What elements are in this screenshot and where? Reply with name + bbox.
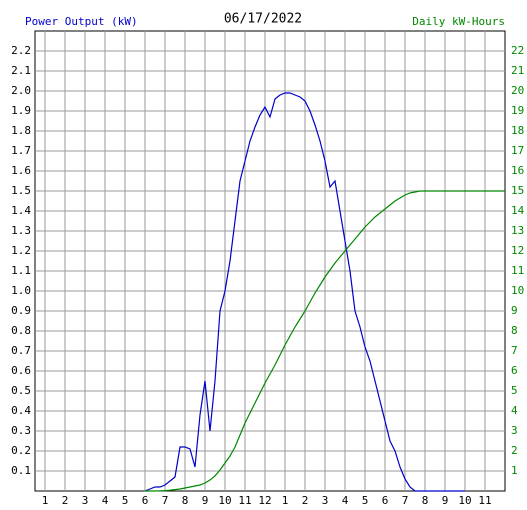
y-tick-label: 1.3 bbox=[11, 224, 31, 237]
x-tick-label: 6 bbox=[382, 494, 389, 507]
data-line bbox=[145, 190, 505, 492]
y-tick-label: 2.1 bbox=[11, 64, 31, 77]
x-tick-label: 10 bbox=[218, 494, 231, 507]
x-tick-label: 12 bbox=[258, 494, 271, 507]
y-tick-label: 0.6 bbox=[11, 364, 31, 377]
y2-tick-label: 2 bbox=[511, 444, 518, 457]
y2-tick-label: 21 bbox=[511, 64, 524, 77]
y2-tick-label: 20 bbox=[511, 84, 524, 97]
x-tick-label: 3 bbox=[322, 494, 329, 507]
y2-tick-label: 18 bbox=[511, 124, 524, 137]
y2-tick-label: 17 bbox=[511, 144, 524, 157]
chart-title: 06/17/2022 bbox=[224, 12, 302, 27]
y-tick-label: 0.7 bbox=[11, 344, 31, 357]
y-tick-label: 0.2 bbox=[11, 444, 31, 457]
y-tick-label: 1.0 bbox=[11, 284, 31, 297]
y-tick-label: 1.5 bbox=[11, 184, 31, 197]
y2-tick-label: 9 bbox=[511, 304, 518, 317]
x-tick-label: 8 bbox=[182, 494, 189, 507]
y-tick-label: 1.7 bbox=[11, 144, 31, 157]
y-tick-label: 1.9 bbox=[11, 104, 31, 117]
y2-tick-label: 14 bbox=[511, 204, 525, 217]
y2-tick-label: 15 bbox=[511, 184, 524, 197]
y-tick-label: 2.2 bbox=[11, 44, 31, 57]
y2-tick-label: 1 bbox=[511, 464, 518, 477]
x-tick-label: 4 bbox=[342, 494, 349, 507]
x-tick-label: 5 bbox=[122, 494, 129, 507]
y-tick-label: 1.2 bbox=[11, 244, 31, 257]
x-tick-label: 4 bbox=[102, 494, 109, 507]
y2-tick-label: 3 bbox=[511, 424, 518, 437]
x-tick-label: 10 bbox=[458, 494, 471, 507]
y-tick-label: 2.0 bbox=[11, 84, 31, 97]
y2-tick-label: 22 bbox=[511, 44, 524, 57]
x-tick-label: 2 bbox=[62, 494, 69, 507]
x-tick-label: 5 bbox=[362, 494, 369, 507]
y-tick-label: 0.8 bbox=[11, 324, 31, 337]
x-tick-label: 1 bbox=[282, 494, 289, 507]
y2-tick-label: 7 bbox=[511, 344, 518, 357]
y2-tick-label: 8 bbox=[511, 324, 518, 337]
x-tick-label: 6 bbox=[142, 494, 149, 507]
plot-frame bbox=[34, 30, 506, 492]
y2-tick-label: 10 bbox=[511, 284, 524, 297]
y-axis-label: Power Output (kW) bbox=[25, 15, 138, 28]
y-tick-label: 1.4 bbox=[11, 204, 31, 217]
y-tick-label: 1.1 bbox=[11, 264, 31, 277]
y2-tick-label: 6 bbox=[511, 364, 518, 377]
y-tick-label: 0.4 bbox=[11, 404, 31, 417]
y-tick-label: 0.3 bbox=[11, 424, 31, 437]
x-tick-label: 11 bbox=[238, 494, 251, 507]
x-tick-label: 1 bbox=[42, 494, 49, 507]
y2-tick-label: 5 bbox=[511, 384, 518, 397]
x-tick-label: 2 bbox=[302, 494, 309, 507]
x-tick-label: 8 bbox=[422, 494, 429, 507]
y2-axis-label: Daily kW-Hours bbox=[412, 15, 505, 28]
y2-tick-label: 12 bbox=[511, 244, 524, 257]
x-tick-label: 11 bbox=[478, 494, 491, 507]
y2-tick-label: 16 bbox=[511, 164, 524, 177]
y-tick-label: 1.8 bbox=[11, 124, 31, 137]
y2-tick-label: 13 bbox=[511, 224, 524, 237]
y2-tick-label: 4 bbox=[511, 404, 518, 417]
x-tick-label: 9 bbox=[202, 494, 209, 507]
x-tick-label: 7 bbox=[162, 494, 169, 507]
data-line bbox=[144, 92, 465, 492]
y-tick-label: 0.1 bbox=[11, 464, 31, 477]
y2-tick-label: 19 bbox=[511, 104, 524, 117]
x-tick-label: 9 bbox=[442, 494, 449, 507]
y-tick-label: 1.6 bbox=[11, 164, 31, 177]
y2-tick-label: 11 bbox=[511, 264, 524, 277]
y-tick-label: 0.9 bbox=[11, 304, 31, 317]
x-tick-label: 7 bbox=[402, 494, 409, 507]
x-tick-label: 3 bbox=[82, 494, 89, 507]
y-tick-label: 0.5 bbox=[11, 384, 31, 397]
